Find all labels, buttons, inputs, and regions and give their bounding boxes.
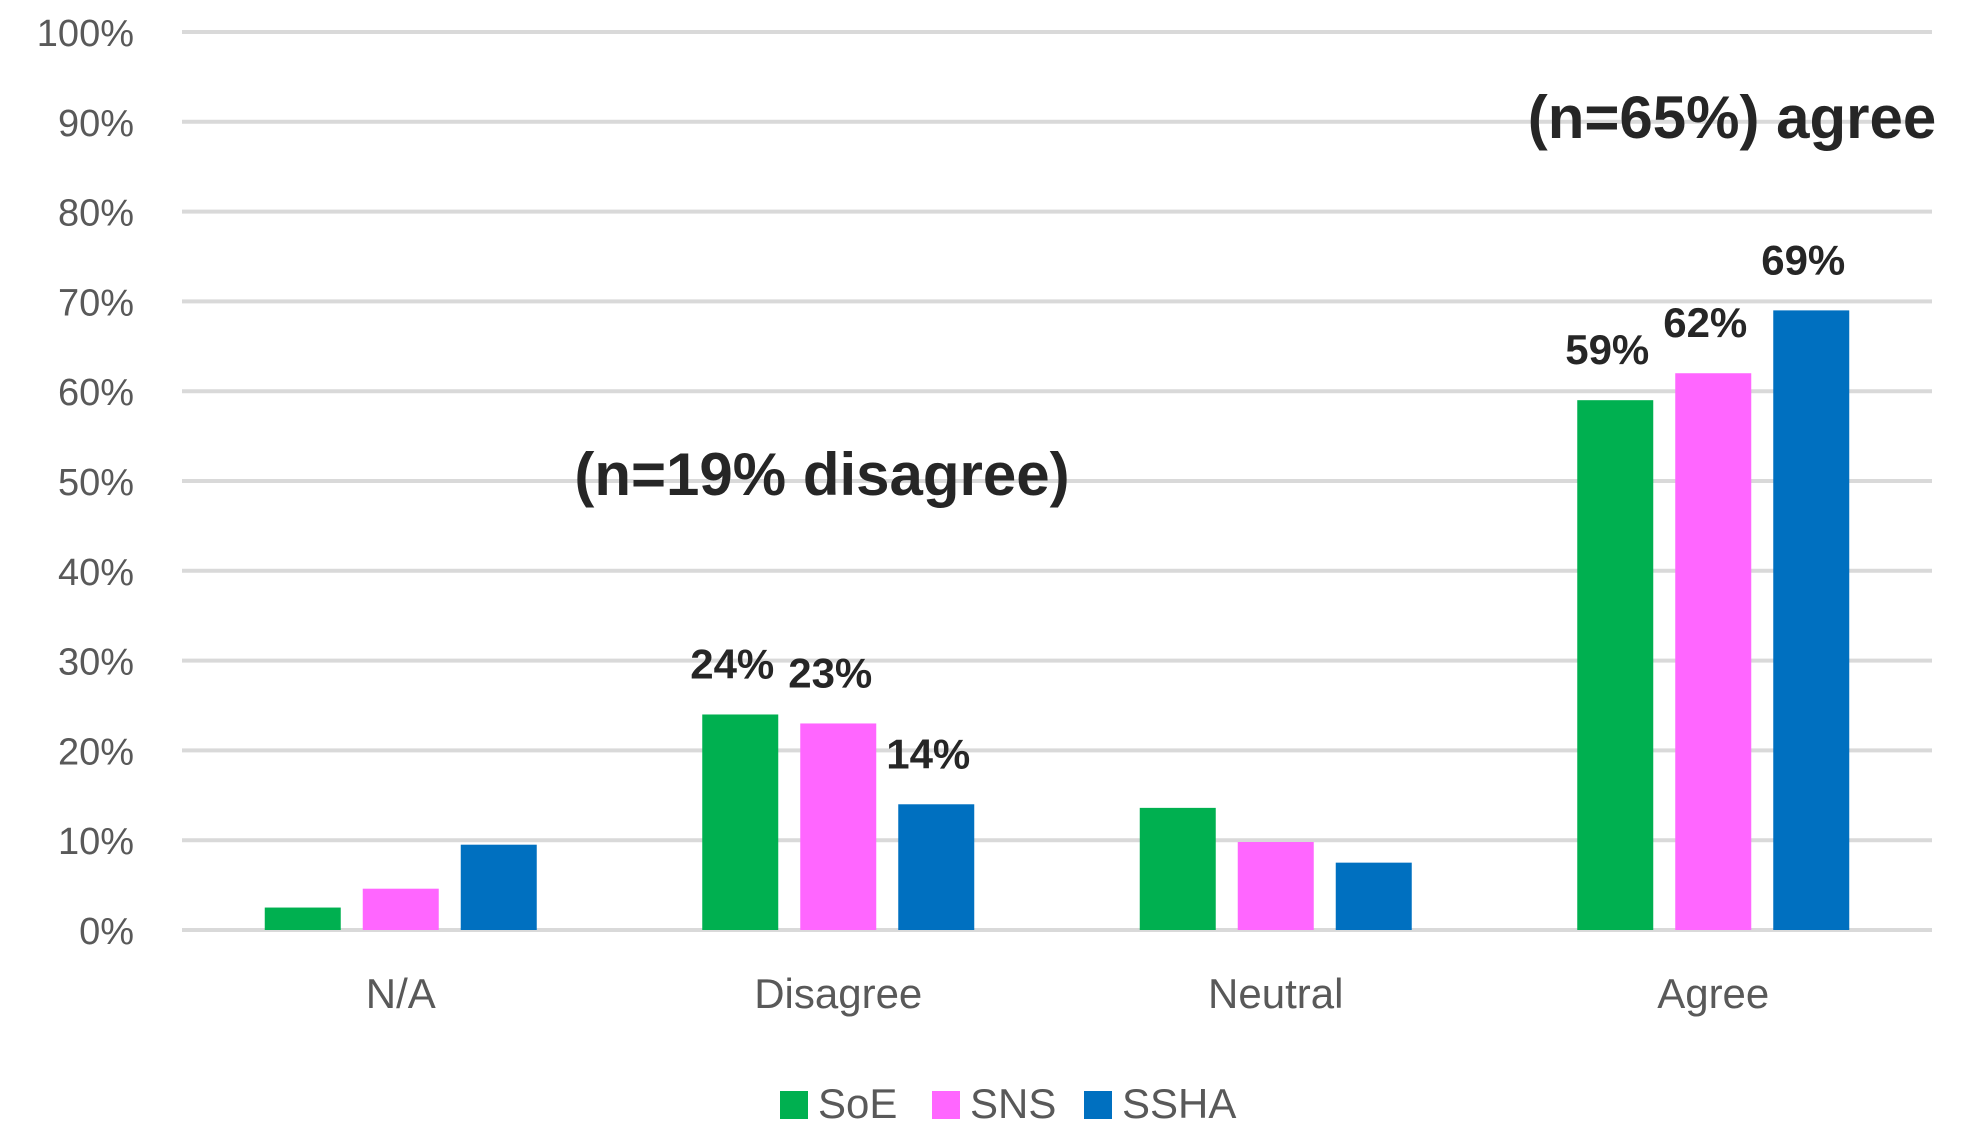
legend-label-soe: SoE [818, 1080, 897, 1122]
bar-sns-na [362, 888, 439, 930]
data-labels: 24% 23% 14% 59% 62% 69% [690, 236, 1845, 777]
y-tick-label: 70% [58, 282, 134, 324]
y-tick-label: 40% [58, 552, 134, 594]
bar-sns-agree [1675, 373, 1752, 930]
data-label: 59% [1565, 326, 1649, 373]
legend-swatch-ssha [1084, 1091, 1112, 1119]
data-label: 62% [1663, 299, 1747, 346]
y-axis-tick-labels: 0% 10% 20% 30% 40% 50% 60% 70% 80% 90% 100% [37, 13, 134, 953]
legend: SoE SNS SSHA [780, 1080, 1236, 1122]
bar-sns-disagree [800, 723, 877, 930]
bar-ssha-agree [1773, 310, 1850, 930]
legend-swatch-sns [932, 1091, 960, 1119]
y-tick-label: 20% [58, 731, 134, 773]
bar-soe-na [264, 907, 341, 930]
data-label: 23% [788, 649, 872, 696]
bar-ssha-na [460, 844, 537, 930]
y-tick-label: 0% [79, 911, 134, 953]
data-label: 14% [886, 730, 970, 777]
category-label: Agree [1657, 970, 1769, 1017]
data-label: 69% [1761, 236, 1845, 283]
category-label: N/A [366, 970, 436, 1017]
legend-swatch-soe [780, 1091, 808, 1119]
category-label: Neutral [1208, 970, 1343, 1017]
category-label: Disagree [754, 970, 922, 1017]
bar-ssha-neutral [1335, 862, 1412, 930]
bars [264, 310, 1850, 930]
y-tick-label: 80% [58, 193, 134, 235]
legend-label-ssha: SSHA [1122, 1080, 1236, 1122]
y-tick-label: 90% [58, 103, 134, 145]
bar-soe-disagree [702, 714, 779, 930]
y-tick-label: 100% [37, 13, 134, 55]
bar-ssha-disagree [898, 804, 975, 930]
bar-soe-agree [1577, 400, 1654, 930]
y-tick-label: 10% [58, 821, 134, 863]
bar-sns-neutral [1237, 841, 1314, 930]
legend-label-sns: SNS [970, 1080, 1056, 1122]
data-label: 24% [690, 640, 774, 687]
y-tick-label: 60% [58, 372, 134, 414]
x-axis-category-labels: N/A Disagree Neutral Agree [366, 970, 1770, 1017]
annotation-disagree: (n=19% disagree) [574, 441, 1069, 508]
annotation-agree: (n=65%) agree [1528, 84, 1937, 151]
y-tick-label: 50% [58, 462, 134, 504]
y-tick-label: 30% [58, 642, 134, 684]
bar-soe-neutral [1139, 807, 1216, 930]
